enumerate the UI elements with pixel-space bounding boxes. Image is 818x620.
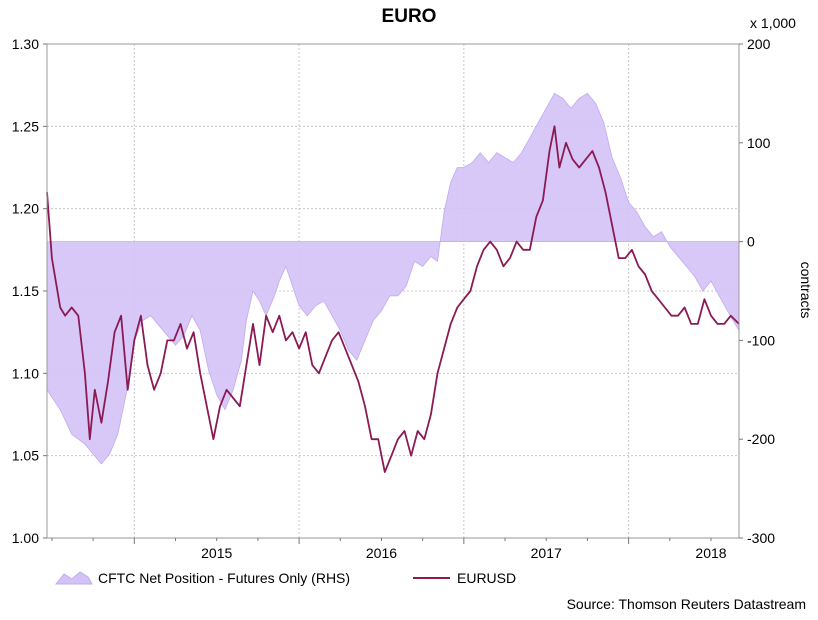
source-note: Source: Thomson Reuters Datastream — [567, 596, 806, 612]
x-axis-tick-label: 2018 — [695, 545, 726, 561]
left-axis-tick-label: 1.05 — [12, 448, 39, 464]
right-axis-tick-label: 0 — [747, 234, 755, 250]
right-axis-tick-label: -200 — [747, 431, 775, 447]
legend-item-eurusd: EURUSD — [413, 570, 516, 586]
eurusd-line-layer — [46, 125, 740, 474]
right-axis-tick-label: 100 — [747, 135, 771, 151]
x-axis-tick-label: 2017 — [531, 545, 562, 561]
right-axis-label: contracts — [798, 262, 814, 319]
x-axis-tick-label: 2015 — [201, 545, 232, 561]
legend-swatch-area — [54, 571, 93, 585]
cftc-area-layer — [46, 92, 740, 465]
right-axis: 200 100 0 -100 -200 -300 — [739, 36, 775, 546]
legend-label-cftc: CFTC Net Position - Futures Only (RHS) — [98, 570, 350, 586]
left-axis: 1.30 1.25 1.20 1.15 1.10 1.05 1.00 — [12, 36, 47, 546]
legend-label-eurusd: EURUSD — [457, 570, 516, 586]
right-axis-tick-label: 200 — [747, 36, 771, 52]
right-axis-multiplier: x 1,000 — [750, 15, 796, 31]
x-axis-tick-label: 2016 — [366, 545, 397, 561]
eurusd-line — [46, 125, 740, 474]
x-axis: 2015 2016 2017 2018 — [51, 538, 727, 561]
legend-item-cftc: CFTC Net Position - Futures Only (RHS) — [54, 570, 350, 586]
left-axis-tick-label: 1.25 — [12, 118, 39, 134]
left-axis-tick-label: 1.00 — [12, 530, 39, 546]
left-axis-tick-label: 1.30 — [12, 36, 39, 52]
left-axis-tick-label: 1.15 — [12, 283, 39, 299]
left-axis-tick-label: 1.20 — [12, 201, 39, 217]
right-axis-tick-label: -300 — [747, 530, 775, 546]
right-axis-tick-label: -100 — [747, 332, 775, 348]
cftc-net-position-area — [46, 92, 740, 465]
chart-title: EURO — [382, 6, 437, 27]
left-axis-tick-label: 1.10 — [12, 365, 39, 381]
legend: CFTC Net Position - Futures Only (RHS) E… — [54, 570, 516, 586]
